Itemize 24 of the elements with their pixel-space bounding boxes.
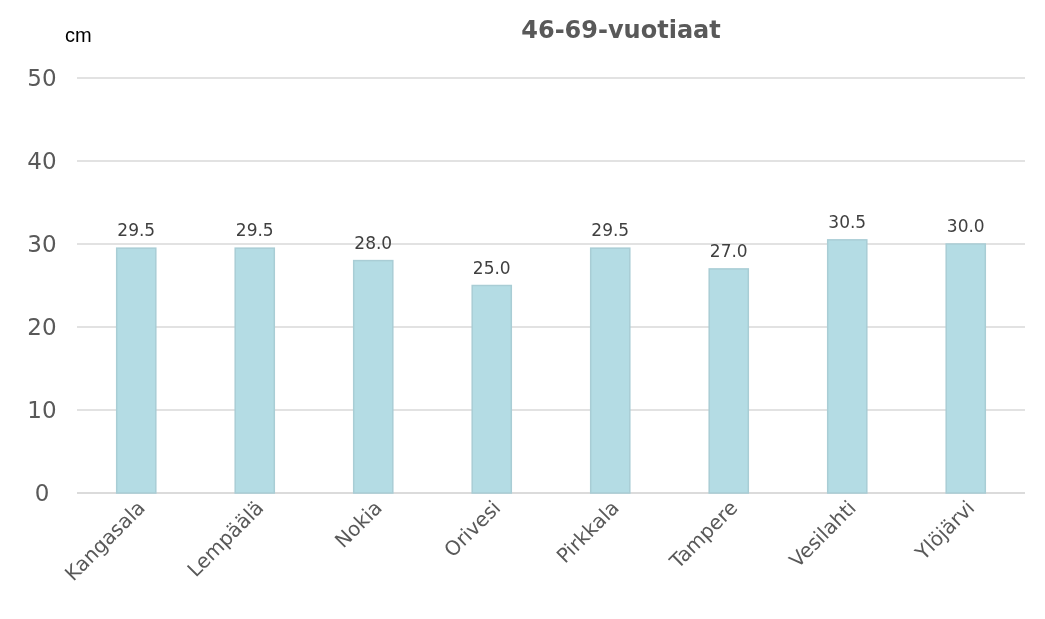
bar bbox=[589, 247, 631, 494]
data-label: 30.0 bbox=[946, 216, 985, 236]
data-label: 25.0 bbox=[472, 257, 511, 278]
data-label: 30.5 bbox=[828, 211, 867, 232]
bar bbox=[234, 247, 276, 494]
bar bbox=[945, 243, 987, 494]
y-tick-label: 50 bbox=[27, 65, 57, 91]
y-tick-label: 30 bbox=[27, 231, 57, 257]
bar bbox=[471, 284, 513, 494]
bar bbox=[352, 259, 394, 494]
data-label: 27.0 bbox=[709, 240, 748, 261]
bar bbox=[115, 247, 157, 494]
bar bbox=[708, 268, 750, 494]
data-label: 28.0 bbox=[354, 232, 393, 253]
data-label: 29.5 bbox=[591, 220, 630, 241]
y-tick-label: 40 bbox=[27, 148, 57, 174]
data-label: 29.5 bbox=[117, 220, 156, 241]
bar bbox=[826, 239, 868, 494]
y-tick-label: 0 bbox=[34, 480, 50, 506]
y-tick-label: 20 bbox=[27, 314, 57, 340]
chart-title: 46-69-vuotiaat bbox=[521, 16, 721, 44]
data-label: 29.5 bbox=[235, 220, 274, 241]
y-tick-label: 10 bbox=[27, 397, 57, 423]
y-axis-title: cm bbox=[65, 24, 92, 46]
